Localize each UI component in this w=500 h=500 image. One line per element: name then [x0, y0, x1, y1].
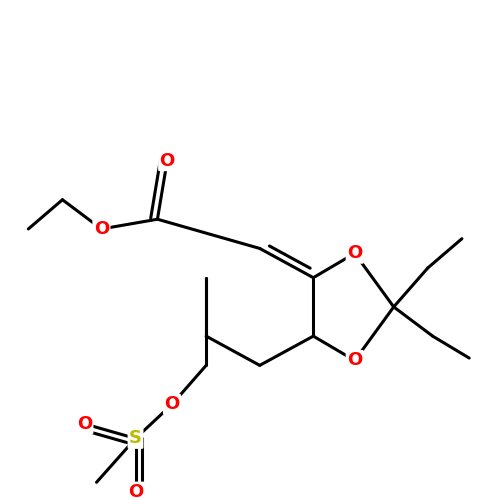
Text: O: O	[94, 220, 109, 238]
Text: O: O	[76, 415, 92, 433]
Text: O: O	[160, 152, 175, 170]
Text: S: S	[129, 430, 142, 448]
Text: O: O	[347, 244, 362, 262]
Text: O: O	[164, 396, 180, 413]
Text: O: O	[128, 483, 143, 500]
Text: O: O	[347, 352, 362, 370]
